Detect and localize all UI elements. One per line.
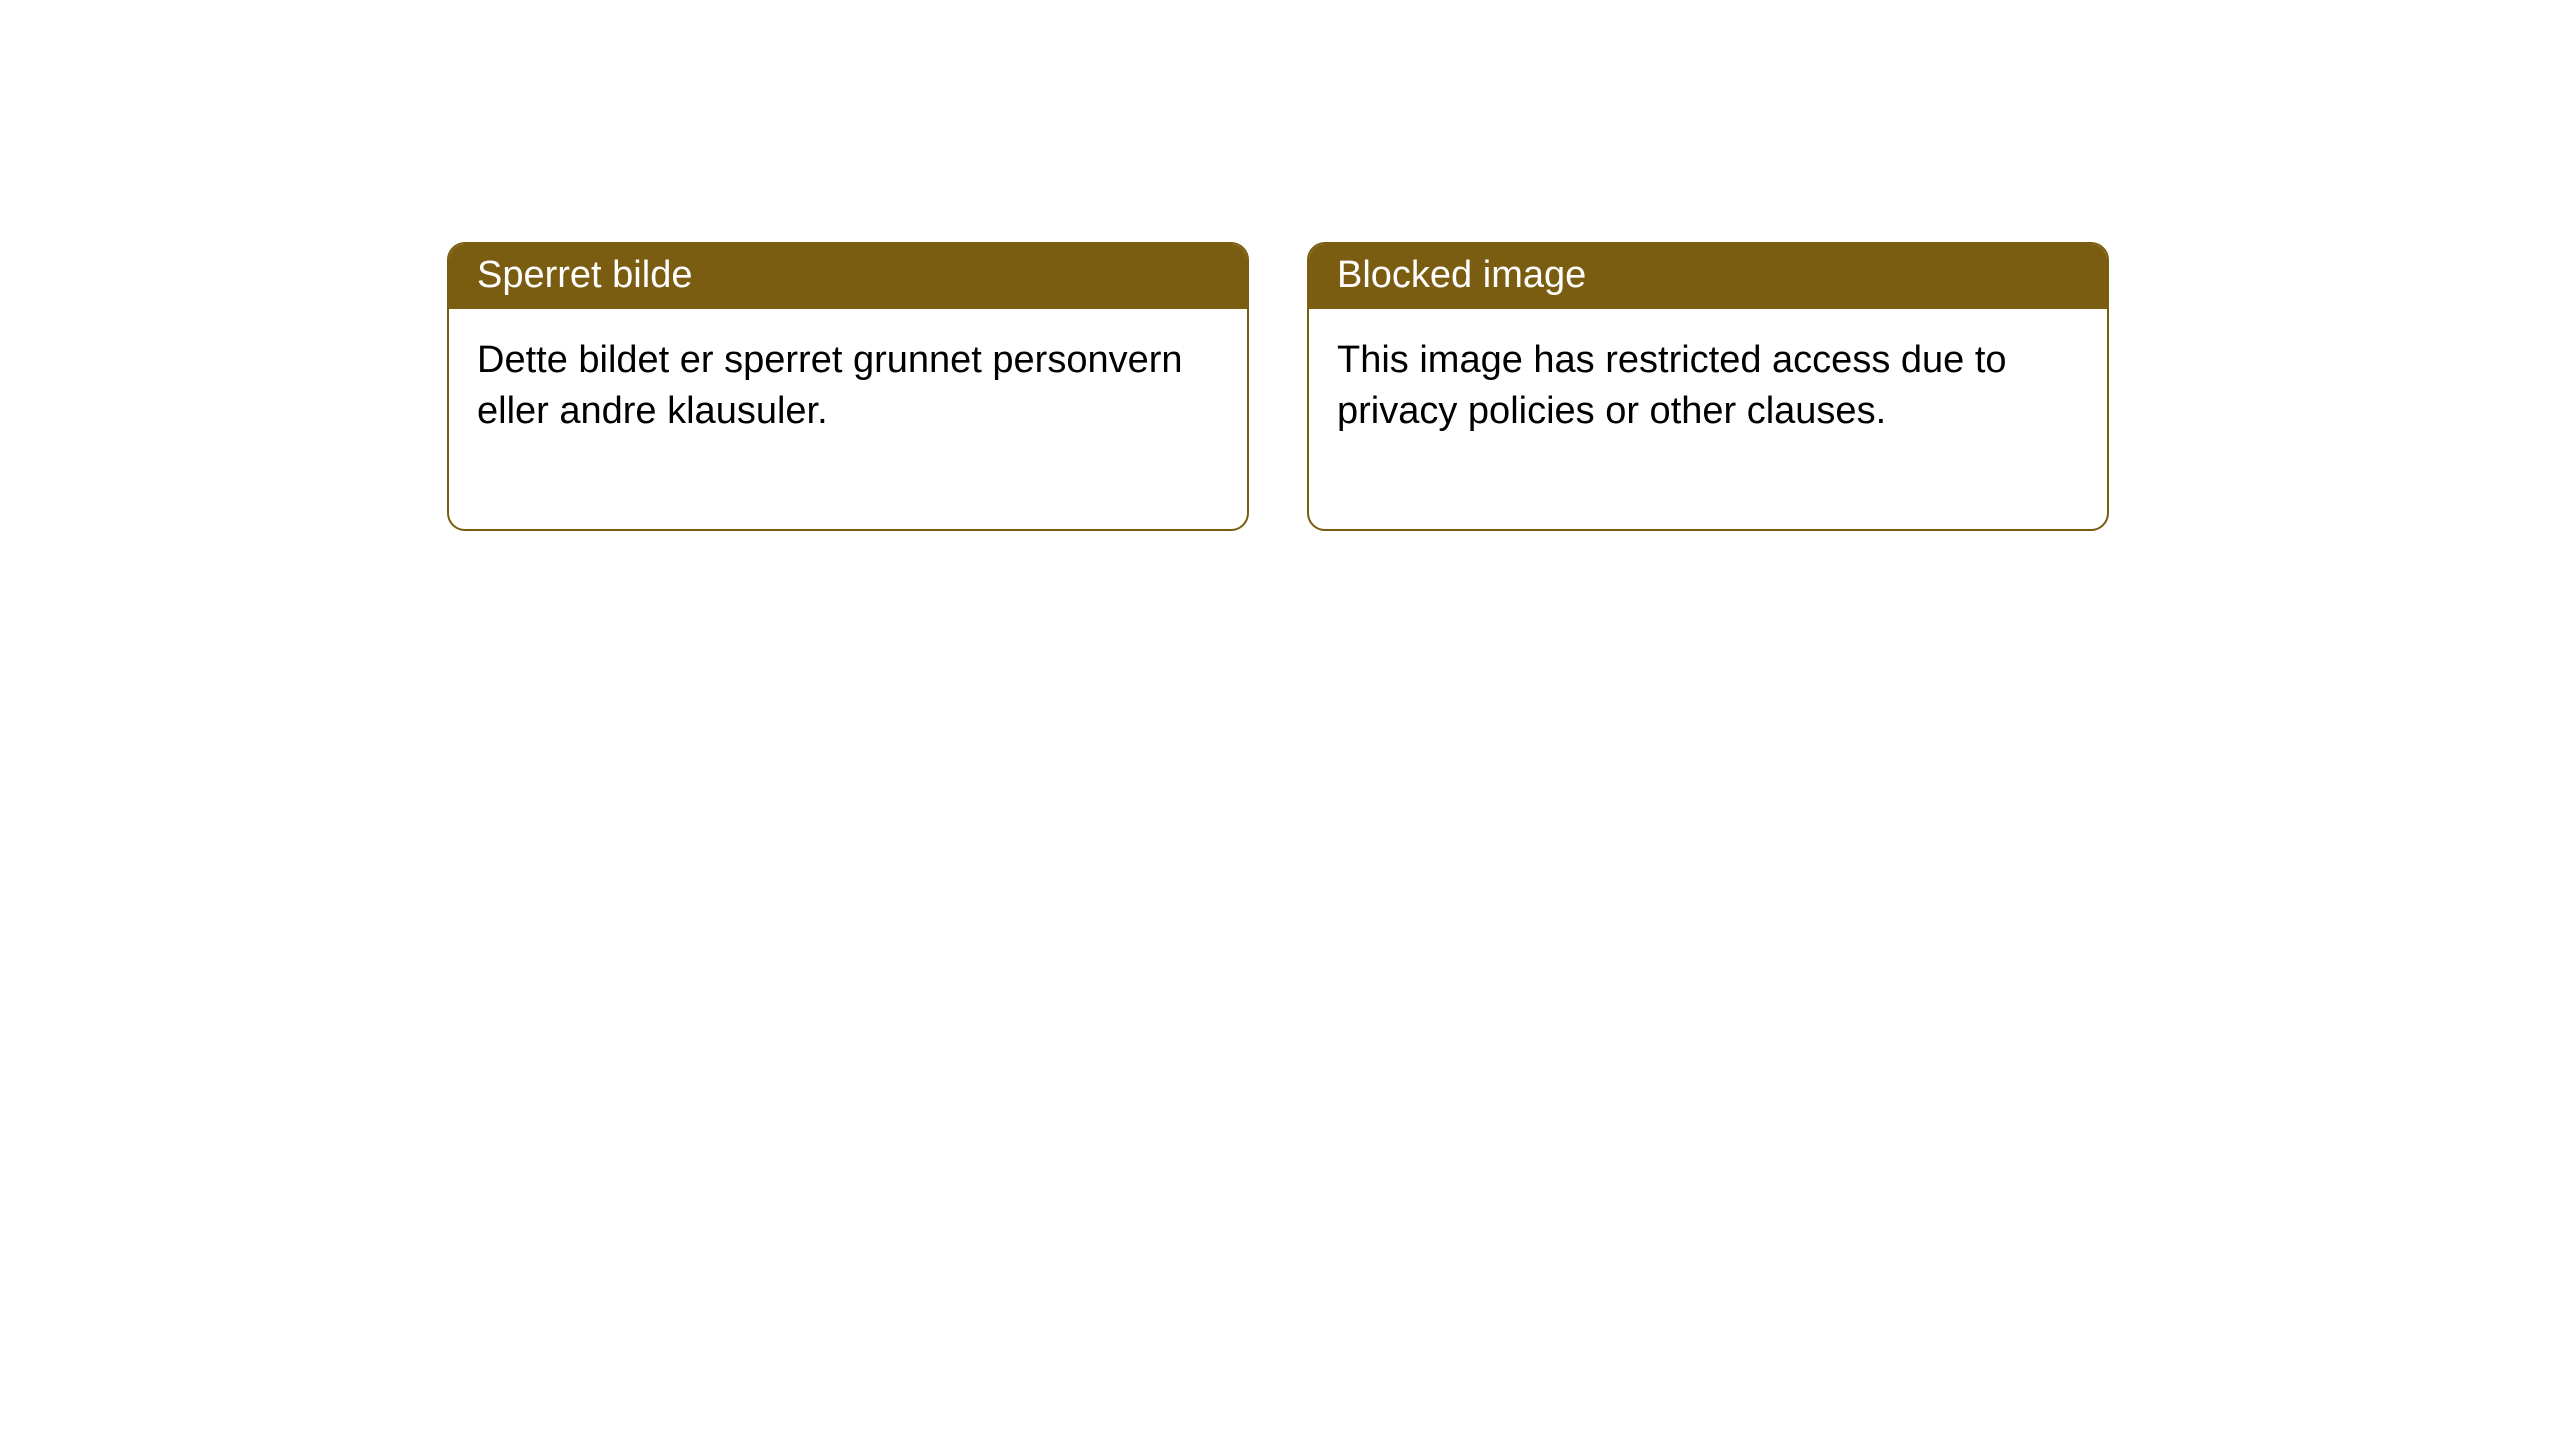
card-title: Sperret bilde [477,254,692,296]
card-title: Blocked image [1337,254,1586,296]
notice-card-norwegian: Sperret bilde Dette bildet er sperret gr… [447,242,1249,531]
card-body-text: This image has restricted access due to … [1337,339,2007,432]
card-header: Blocked image [1309,244,2107,309]
card-body: Dette bildet er sperret grunnet personve… [449,309,1247,529]
card-body-text: Dette bildet er sperret grunnet personve… [477,339,1183,432]
notice-card-english: Blocked image This image has restricted … [1307,242,2109,531]
card-header: Sperret bilde [449,244,1247,309]
card-body: This image has restricted access due to … [1309,309,2107,529]
notice-container: Sperret bilde Dette bildet er sperret gr… [447,242,2109,531]
